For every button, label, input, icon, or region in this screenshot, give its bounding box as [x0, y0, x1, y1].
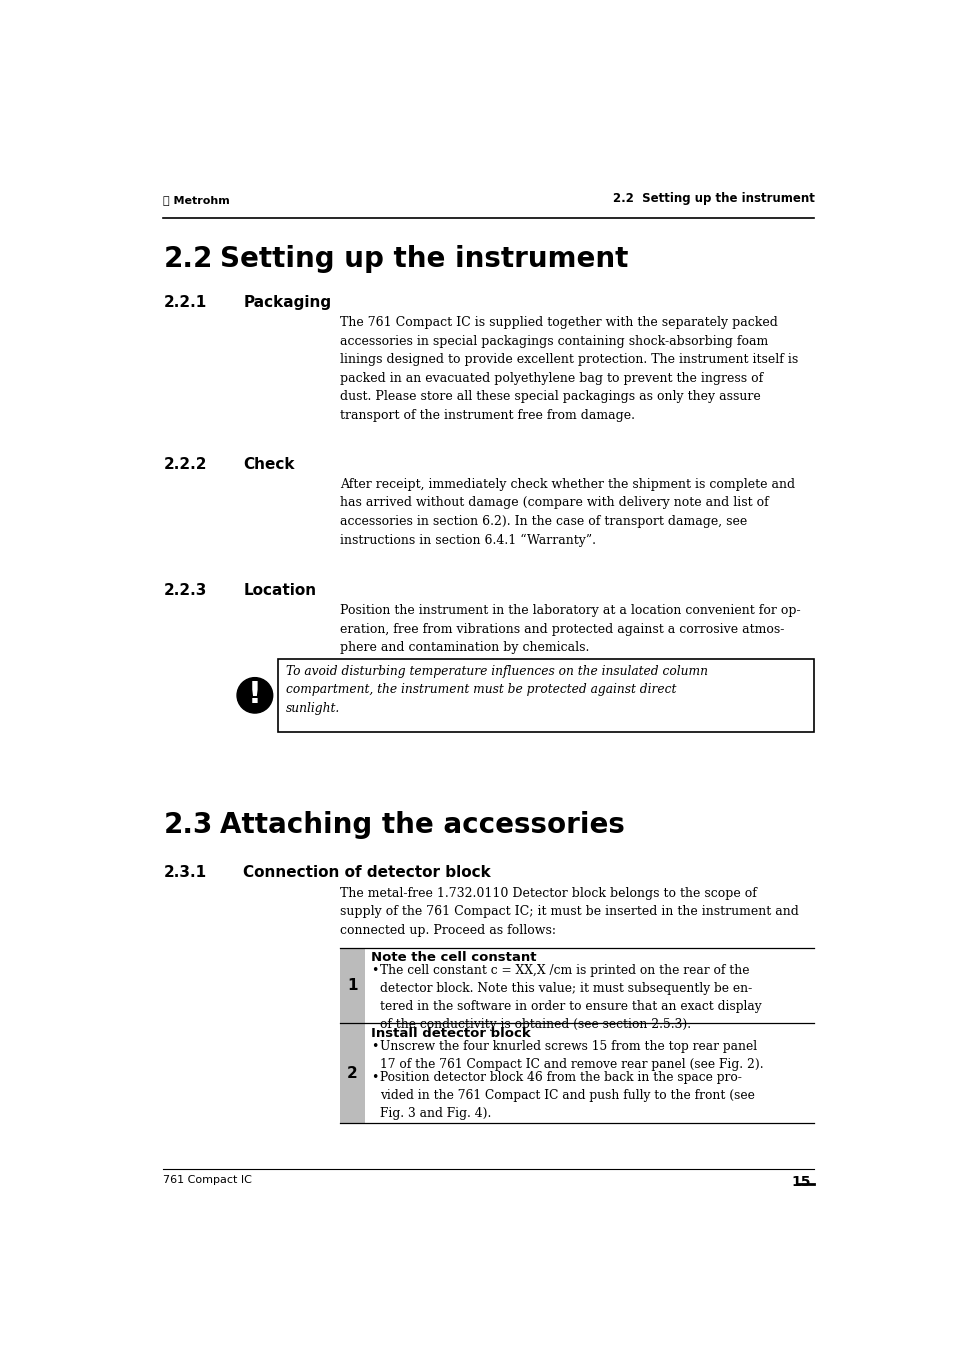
- Text: Check: Check: [243, 457, 294, 471]
- Circle shape: [236, 678, 273, 713]
- Text: 15: 15: [791, 1175, 810, 1189]
- Text: The metal-free 1.732.0110 Detector block belongs to the scope of
supply of the 7: The metal-free 1.732.0110 Detector block…: [340, 886, 799, 936]
- Text: Attaching the accessories: Attaching the accessories: [220, 811, 624, 839]
- Text: 2.2.2: 2.2.2: [163, 457, 207, 471]
- Text: Note the cell constant: Note the cell constant: [371, 951, 536, 965]
- Text: Connection of detector block: Connection of detector block: [243, 865, 491, 880]
- Text: 2.2  Setting up the instrument: 2.2 Setting up the instrument: [612, 192, 814, 205]
- Text: Location: Location: [243, 584, 316, 598]
- FancyBboxPatch shape: [340, 947, 365, 1023]
- Text: After receipt, immediately check whether the shipment is complete and
has arrive: After receipt, immediately check whether…: [340, 478, 795, 547]
- Text: Setting up the instrument: Setting up the instrument: [220, 246, 628, 273]
- Text: Position detector block 46 from the back in the space pro-
vided in the 761 Comp: Position detector block 46 from the back…: [380, 1071, 755, 1120]
- Text: •: •: [371, 1071, 378, 1084]
- Text: Position the instrument in the laboratory at a location convenient for op-
erati: Position the instrument in the laborator…: [340, 604, 800, 654]
- Text: 1: 1: [347, 978, 357, 993]
- Text: To avoid disturbing temperature influences on the insulated column
compartment, : To avoid disturbing temperature influenc…: [286, 665, 707, 715]
- Text: •: •: [371, 1040, 378, 1052]
- Text: 2.2.3: 2.2.3: [163, 584, 207, 598]
- Text: •: •: [371, 965, 378, 978]
- Text: 2: 2: [347, 1066, 357, 1081]
- Text: 2.3: 2.3: [163, 811, 213, 839]
- Text: Install detector block: Install detector block: [371, 1027, 530, 1040]
- Text: 2.2.1: 2.2.1: [163, 296, 207, 311]
- Text: 2.2: 2.2: [163, 246, 213, 273]
- Text: 🔒 Metrohm: 🔒 Metrohm: [163, 196, 230, 205]
- Text: The 761 Compact IC is supplied together with the separately packed
accessories i: The 761 Compact IC is supplied together …: [340, 316, 798, 422]
- Text: Packaging: Packaging: [243, 296, 331, 311]
- Text: Unscrew the four knurled screws 15 from the top rear panel
17 of the 761 Compact: Unscrew the four knurled screws 15 from …: [380, 1040, 763, 1071]
- Text: !: !: [248, 680, 261, 709]
- FancyBboxPatch shape: [278, 659, 814, 732]
- FancyBboxPatch shape: [340, 1023, 365, 1123]
- Text: 2.3.1: 2.3.1: [163, 865, 207, 880]
- Text: The cell constant c = XX,X /cm is printed on the rear of the
detector block. Not: The cell constant c = XX,X /cm is printe…: [380, 965, 761, 1031]
- Text: 761 Compact IC: 761 Compact IC: [163, 1175, 252, 1185]
